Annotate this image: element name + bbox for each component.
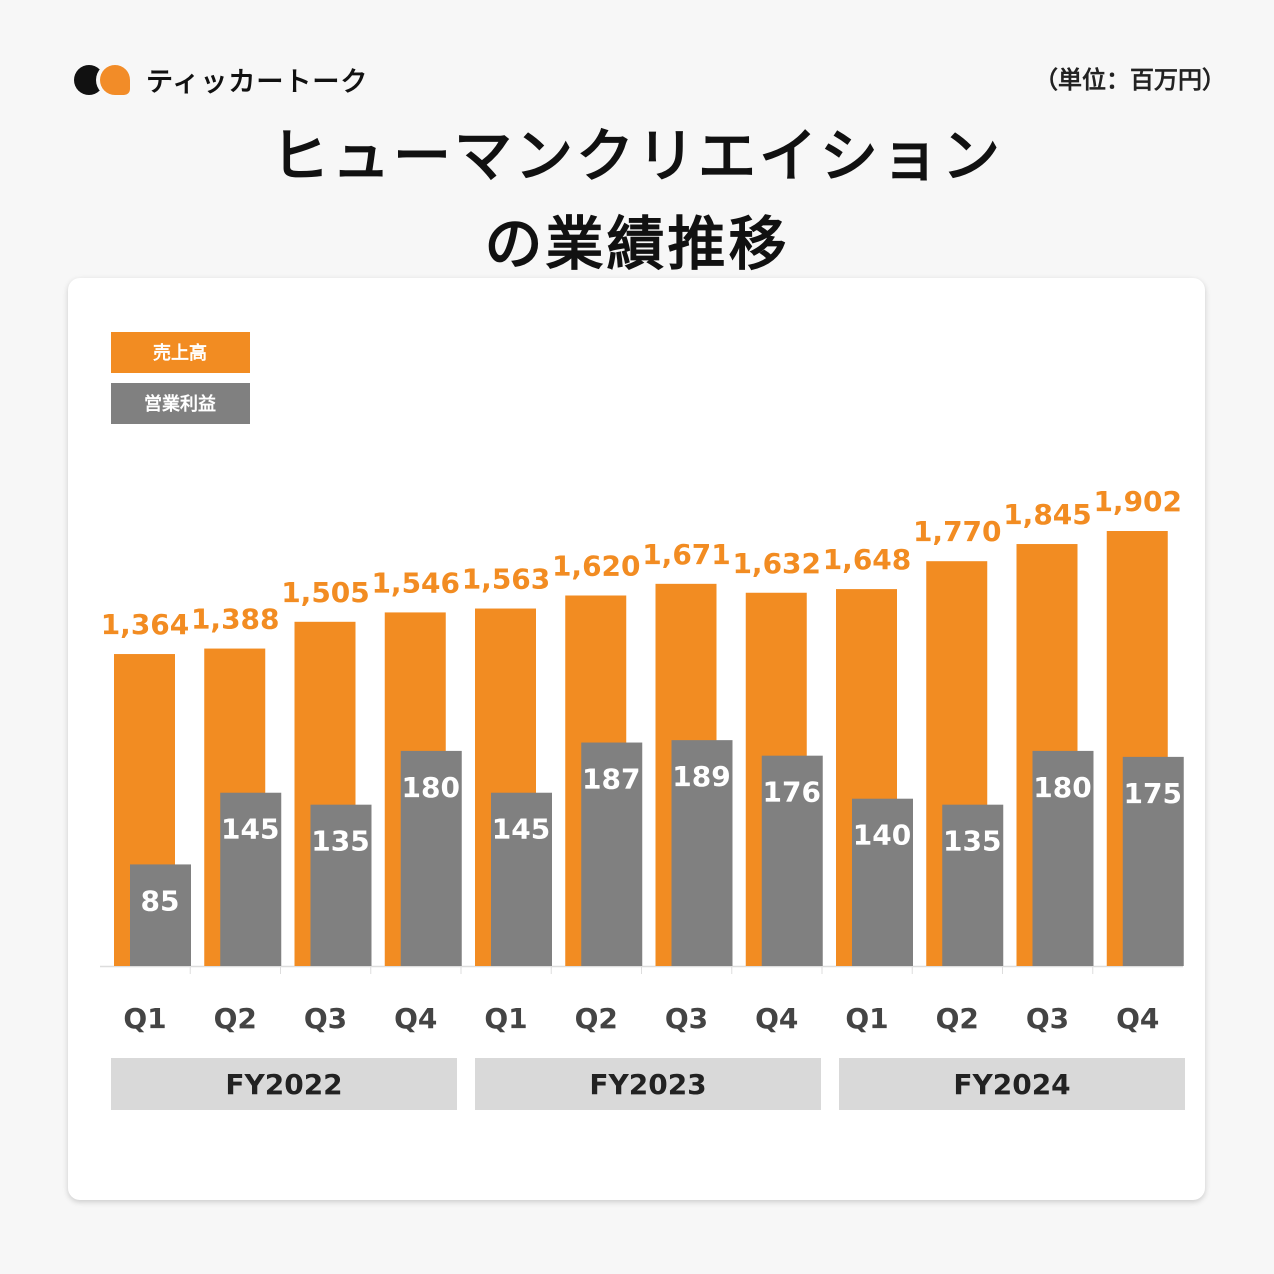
sales-data-label: 1,648: [823, 543, 912, 576]
sales-data-label: 1,364: [101, 608, 190, 641]
title-line-2: の業績推移: [484, 210, 790, 278]
sales-data-label: 1,505: [281, 576, 370, 609]
profit-bar: [130, 864, 191, 966]
profit-bar: [942, 804, 1004, 966]
profit-bar: [1122, 756, 1184, 966]
profit-bar: [671, 740, 733, 966]
profit-data-label: 180: [1033, 771, 1091, 804]
x-tick-label: Q4: [755, 1002, 798, 1035]
profit-data-label: 135: [943, 825, 1001, 858]
sales-data-label: 1,902: [1093, 485, 1182, 518]
profit-data-label: 176: [763, 776, 821, 809]
legend-label: 売上高: [153, 342, 207, 364]
logo-icon: [74, 62, 136, 97]
x-tick-label: Q4: [394, 1002, 437, 1035]
profit-bar: [1032, 750, 1094, 966]
brand-logo: ティッカートーク: [74, 60, 368, 99]
legend-swatch-profit: [111, 383, 250, 424]
fiscal-year-box: [111, 1058, 457, 1110]
profit-bar: [220, 792, 282, 966]
sales-data-label: 1,632: [732, 547, 821, 580]
x-tick-label: Q3: [304, 1002, 347, 1035]
sales-data-label: 1,388: [191, 603, 280, 636]
x-tick-label: Q1: [123, 1002, 166, 1035]
unit-label: （単位：百万円）: [1034, 66, 1226, 94]
sales-data-label: 1,546: [371, 566, 460, 599]
sales-data-label: 1,671: [642, 538, 731, 571]
fiscal-year-label: FY2024: [953, 1068, 1070, 1101]
x-tick-label: Q1: [845, 1002, 888, 1035]
sales-data-label: 1,845: [1003, 498, 1092, 531]
profit-bar: [852, 798, 913, 966]
x-tick-label: Q2: [936, 1002, 979, 1035]
profit-data-label: 145: [221, 813, 279, 846]
profit-bar: [491, 792, 552, 966]
profit-data-label: 175: [1124, 777, 1182, 810]
x-tick-label: Q2: [214, 1002, 257, 1035]
x-tick-label: Q1: [484, 1002, 527, 1035]
profit-data-label: 187: [582, 763, 640, 796]
fiscal-year-box: [839, 1058, 1185, 1110]
profit-data-label: 189: [672, 760, 730, 793]
profit-bar: [581, 742, 643, 966]
fiscal-year-label: FY2023: [589, 1068, 706, 1101]
x-tick-label: Q2: [575, 1002, 618, 1035]
profit-data-label: 85: [141, 884, 180, 917]
sales-data-label: 1,563: [462, 563, 551, 596]
x-tick-label: Q3: [1026, 1002, 1069, 1035]
profit-bar: [761, 755, 823, 966]
brand-name: ティッカートーク: [146, 67, 369, 98]
profit-data-label: 180: [402, 771, 460, 804]
profit-data-label: 140: [853, 819, 911, 852]
x-tick-label: Q3: [665, 1002, 708, 1035]
legend-label: 営業利益: [144, 393, 216, 415]
fiscal-year-label: FY2022: [225, 1068, 342, 1101]
profit-bar: [400, 750, 462, 966]
profit-data-label: 145: [492, 813, 550, 846]
title-line-1: ヒューマンクリエイション: [270, 122, 1003, 190]
sales-data-label: 1,620: [552, 549, 641, 582]
sales-data-label: 1,770: [913, 515, 1002, 548]
page-title: ヒューマンクリエイション の業績推移: [0, 112, 1274, 288]
legend-swatch-sales: [111, 332, 250, 373]
x-tick-label: Q4: [1116, 1002, 1159, 1035]
profit-bar: [310, 804, 372, 966]
fiscal-year-box: [475, 1058, 821, 1110]
profit-data-label: 135: [311, 825, 369, 858]
